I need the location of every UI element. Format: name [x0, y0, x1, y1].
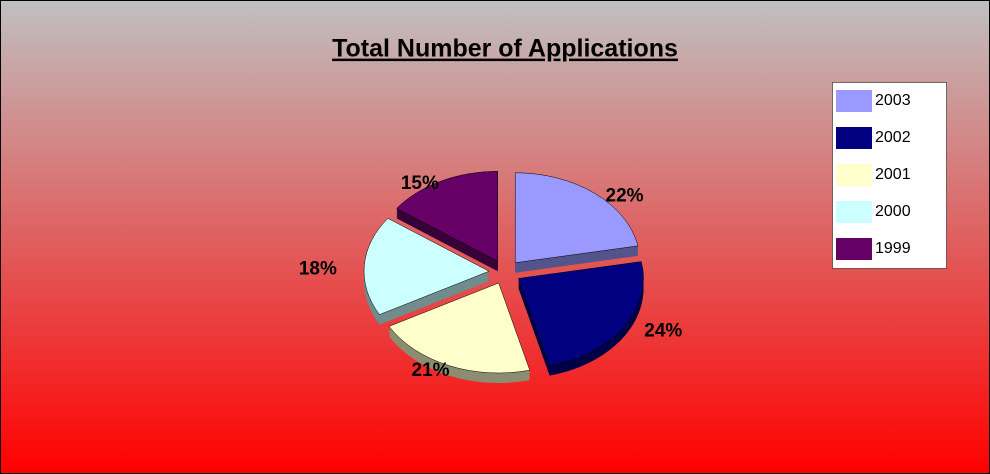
- slice: [396, 171, 498, 262]
- data-label: 18%: [299, 259, 337, 280]
- legend-swatch: [836, 90, 872, 112]
- data-label: 22%: [606, 185, 644, 206]
- slice: [363, 218, 490, 315]
- legend-label: 2001: [875, 166, 911, 183]
- legend-label: 2003: [875, 92, 911, 109]
- legend-swatch: [836, 127, 872, 149]
- data-label: 24%: [644, 320, 682, 341]
- legend-label: 2002: [875, 129, 911, 146]
- legend-swatch: [836, 201, 872, 223]
- data-label: 15%: [401, 173, 439, 194]
- legend-label: 1999: [875, 240, 911, 257]
- slice: [514, 172, 639, 264]
- slice: [518, 261, 644, 366]
- chart-title: Total Number of Applications: [332, 35, 678, 63]
- data-label: 21%: [412, 360, 450, 381]
- legend-swatch: [836, 164, 872, 186]
- slice: [388, 282, 531, 374]
- legend-label: 2000: [875, 203, 911, 220]
- legend-swatch: [836, 238, 872, 260]
